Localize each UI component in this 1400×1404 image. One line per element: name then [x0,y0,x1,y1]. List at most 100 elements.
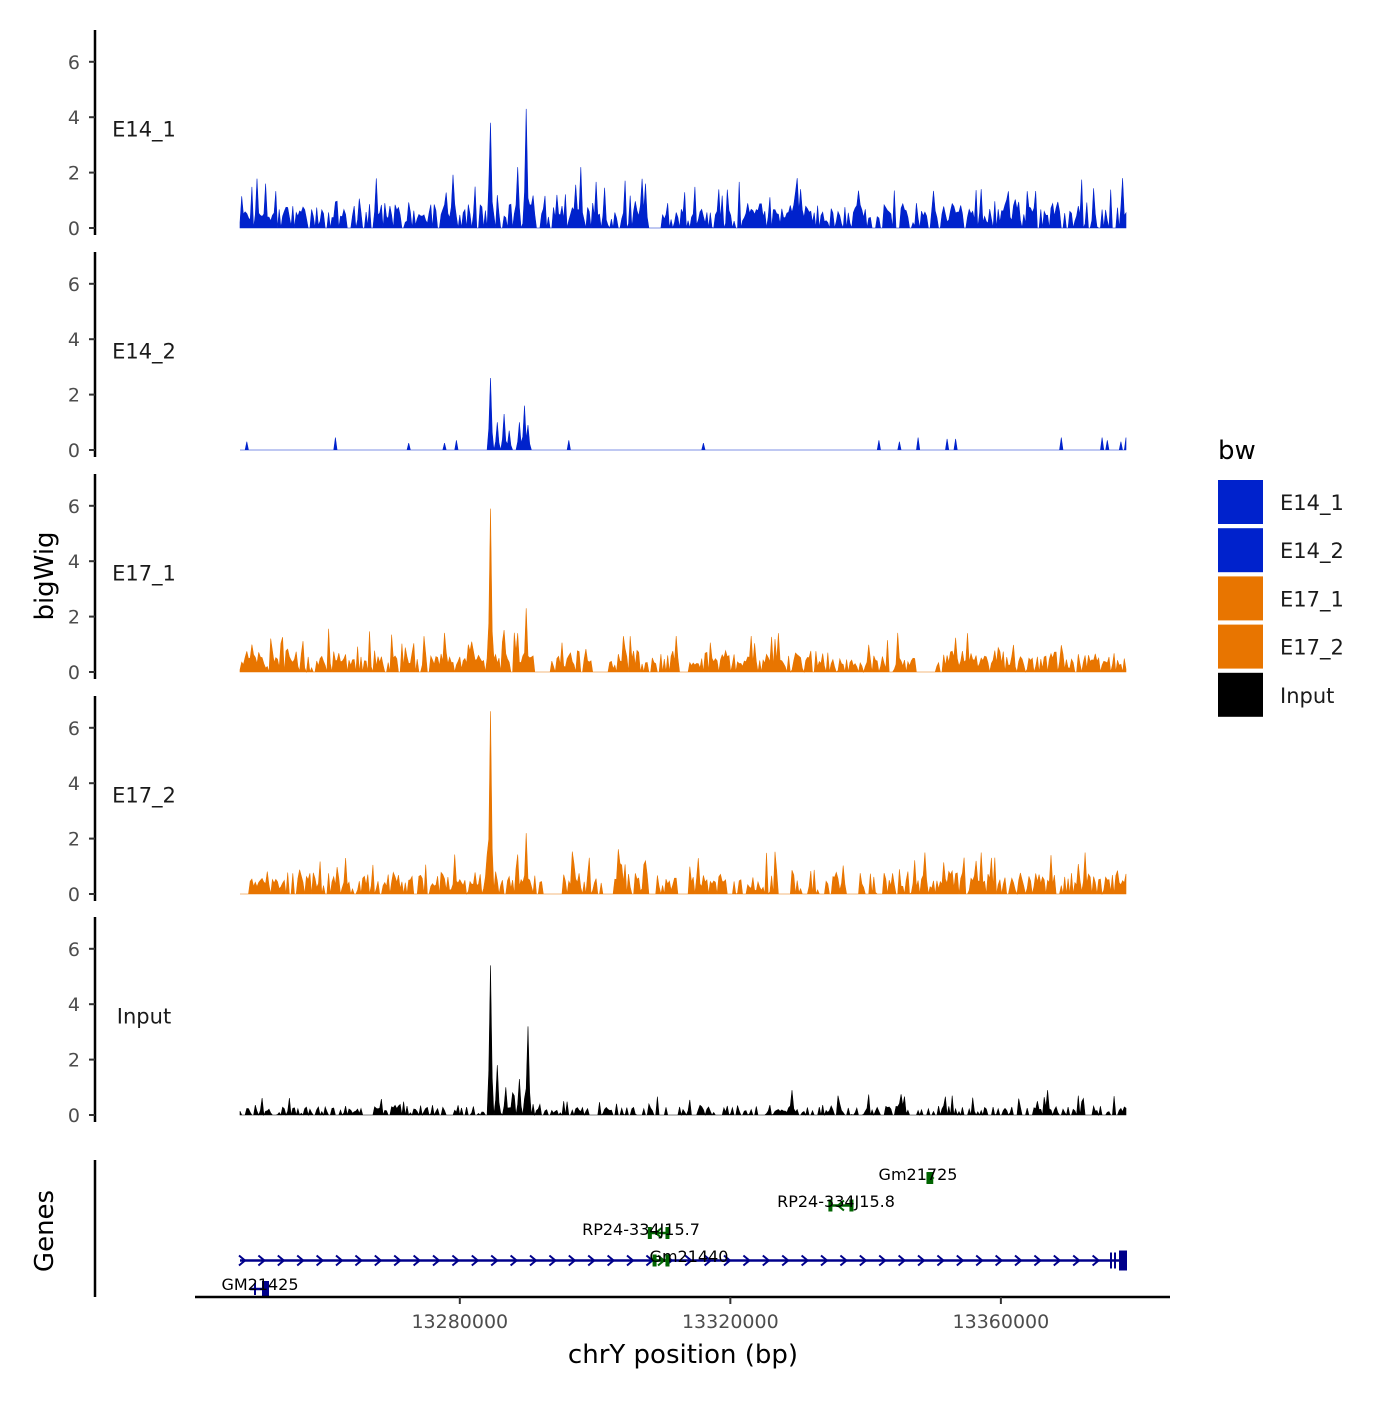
y-tick-label: 2 [68,607,80,629]
strand-chevron [1072,1254,1081,1267]
strand-chevron [878,1254,887,1267]
legend-label-E17_1: E17_1 [1280,587,1344,612]
y-tick-label: 4 [68,329,80,351]
gene-RP24-334J15.7: RP24-334J15.7 [582,1220,700,1239]
gene-label: GM21425 [221,1275,298,1294]
y-tick-label: 0 [68,662,80,684]
track-label: Input [117,1005,171,1029]
signal-area-E17_1 [239,508,1127,674]
strand-chevron [238,1254,247,1267]
strand-chevron [742,1254,751,1267]
strand-chevron [451,1254,460,1267]
strand-chevron [568,1254,577,1267]
track-Input: 0 2 4 6 Input [68,917,1127,1127]
strand-chevron [839,1254,848,1267]
legend-title: bw [1218,436,1256,466]
y-tick-label: 6 [68,52,80,74]
y-tick-label: 4 [68,551,80,573]
strand-chevron [1091,1254,1101,1267]
gene-exon [849,1199,854,1212]
gene-exon [647,1227,652,1239]
y-tick-label: 0 [68,440,80,462]
track-label: E17_1 [112,562,176,587]
strand-chevron [926,1172,935,1184]
strand-chevron [781,1254,790,1267]
strand-chevron [654,1227,663,1239]
x-tick-label: 13280000 [411,1311,508,1333]
track-E14_1: 0 2 4 6 E14_1 [68,30,1127,240]
legend-swatch-Input [1218,672,1263,717]
gene-exon [254,1283,256,1295]
gene-exon [1114,1252,1116,1269]
y-tick-label: 6 [68,939,80,961]
strand-chevron [703,1254,713,1267]
strand-chevron [626,1254,635,1267]
gene-exon [665,1254,670,1267]
gene-exon [828,1199,833,1212]
gene-Gm21725: Gm21725 [879,1165,958,1184]
y-axis-title: bigWig [30,531,60,620]
strand-chevron [335,1254,344,1267]
signal-area-E17_2 [240,711,1127,896]
gene-exon [665,1227,670,1239]
strand-chevron [684,1254,693,1267]
gene-label: RP24-334J15.7 [582,1220,700,1239]
x-tick-label: 13360000 [953,1311,1050,1333]
strand-chevron [723,1254,732,1267]
strand-chevron [432,1254,441,1267]
gene-exon [926,1172,931,1184]
strand-chevron [587,1254,596,1267]
strand-chevron [800,1254,810,1267]
legend-label-Input: Input [1280,684,1334,708]
strand-chevron [645,1254,654,1267]
strand-chevron [529,1254,538,1267]
gene-Gm21440: Gm21440 [650,1247,729,1267]
track-E17_1: 0 2 4 6 E17_1 [68,474,1127,684]
gene-label: Gm21440 [650,1247,729,1266]
track-E17_2: 0 2 4 6 E17_2 [68,696,1127,906]
track-label: E14_1 [112,118,176,143]
strand-chevron [490,1254,499,1267]
strand-chevron [897,1254,907,1267]
legend-swatch-E17_2 [1218,624,1263,669]
y-tick-label: 2 [68,385,80,407]
y-tick-label: 4 [68,773,80,795]
legend-label-E17_2: E17_2 [1280,636,1344,661]
strand-chevron [412,1254,422,1267]
y-tick-label: 0 [68,1105,80,1127]
strand-chevron [354,1254,363,1267]
track-label: E14_2 [112,340,176,365]
strand-chevron [836,1199,845,1212]
strand-chevron [471,1254,480,1267]
y-tick-label: 4 [68,994,80,1016]
strand-chevron [257,1254,266,1267]
y-tick-label: 2 [68,829,80,851]
strand-chevron [762,1254,771,1267]
strand-chevron [1053,1254,1062,1267]
strand-chevron [936,1254,945,1267]
strand-chevron [820,1254,829,1267]
x-axis-title: chrY position (bp) [568,1340,798,1370]
gene-track: GM21425 Gm21440 RP24-334J15.7 RP24-334J15.8… [93,1160,1127,1297]
y-tick-label: 6 [68,274,80,296]
x-tick-label: 13320000 [682,1311,779,1333]
gene-label: Gm21725 [879,1165,958,1184]
gene-exon [929,1172,934,1184]
signal-area-E14_1 [239,108,1127,229]
gene-RP24-334J15.8: RP24-334J15.8 [777,1192,895,1212]
legend-label-E14_2: E14_2 [1280,539,1344,564]
strand-chevron [859,1254,868,1267]
strand-chevron [509,1254,519,1267]
y-tick-label: 6 [68,718,80,740]
y-tick-label: 0 [68,884,80,906]
signal-area-Input [239,965,1127,1117]
legend: bw E14_1 E14_2 E17_1 E17_2 Input [1218,436,1344,717]
strand-chevron [1033,1254,1042,1267]
strand-chevron [374,1254,383,1267]
gene-exon [1110,1252,1112,1269]
strand-chevron [994,1254,1004,1267]
strand-chevron [657,1254,666,1267]
gene-exon [262,1281,269,1297]
gene-label: RP24-334J15.8 [777,1192,895,1211]
